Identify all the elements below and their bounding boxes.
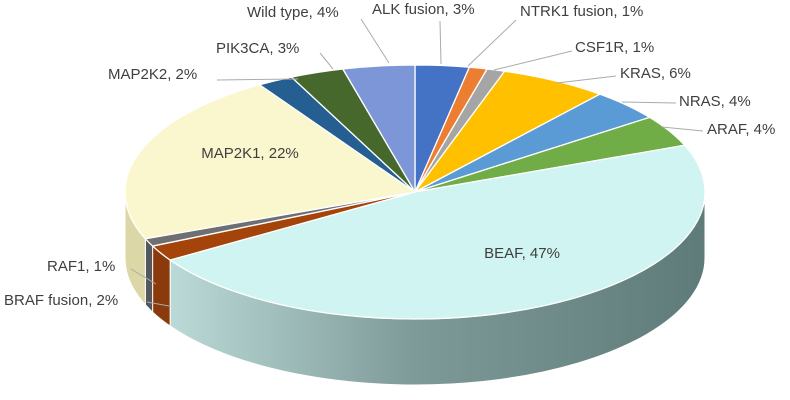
pie-slice-map2k1: [124, 84, 416, 240]
slice-labels: ALK fusion, 3% NTRK1 fusion, 1% CSF1R, 1% K…: [4, 1, 775, 309]
leader-line-raf1: [130, 268, 157, 285]
leader-lines: [130, 18, 704, 307]
leader-line-araf: [661, 126, 704, 132]
slice-label-ntrk1-fusion: NTRK1 fusion, 1%: [520, 3, 643, 20]
slice-label-csf1r: CSF1R, 1%: [575, 39, 654, 56]
pie-slice-beaf: [169, 144, 706, 320]
slice-label-braf-fusion: BRAF fusion, 2%: [4, 292, 118, 309]
pie-slice-side-raf1: [144, 237, 154, 314]
slice-label-beaf: BEAF, 47%: [484, 245, 560, 262]
slice-label-pik3ca: PIK3CA, 3%: [216, 40, 299, 57]
slice-label-raf1: RAF1, 1%: [47, 258, 115, 275]
slice-label-kras: KRAS, 6%: [620, 65, 691, 82]
leader-line-pik3ca: [319, 52, 334, 70]
leader-line-braf-fusion: [146, 301, 170, 307]
leader-line-ntrk1-fusion: [467, 19, 517, 67]
slice-label-map2k2: MAP2K2, 2%: [108, 66, 197, 83]
leader-line-nras: [621, 101, 677, 104]
leader-line-kras: [556, 75, 617, 84]
pie-top-slices: [124, 64, 706, 320]
leader-line-wild-type: [360, 18, 390, 64]
leader-line-alk-fusion: [439, 20, 442, 65]
slice-label-map2k1: MAP2K1, 22%: [201, 145, 299, 162]
slice-label-alk-fusion: ALK fusion, 3%: [372, 1, 475, 18]
pie-slice-wild-type: [342, 64, 416, 193]
slice-label-araf: ARAF, 4%: [707, 121, 775, 138]
leader-line-map2k2: [216, 78, 299, 81]
pie-side-walls: [124, 191, 706, 386]
slice-label-wild-type: Wild type, 4%: [247, 4, 339, 21]
slice-label-nras: NRAS, 4%: [679, 93, 751, 110]
leader-line-csf1r: [493, 50, 573, 71]
